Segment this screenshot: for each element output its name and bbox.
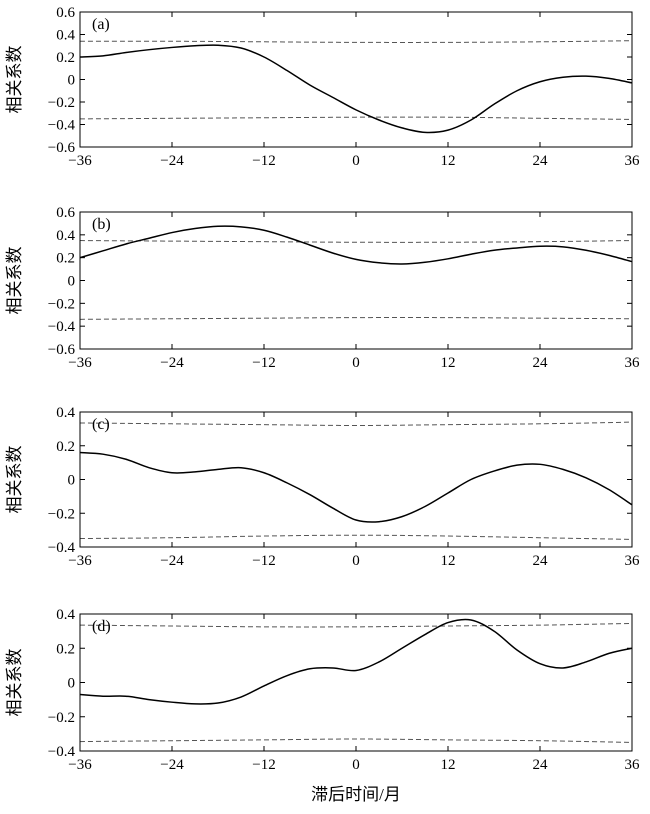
x-tick-label: 36 — [625, 757, 641, 773]
y-axis-label: 相关系数 — [5, 46, 24, 114]
lower-significance-line — [80, 738, 632, 743]
y-tick-label: 0.4 — [56, 405, 75, 421]
panel-annotation: (a) — [92, 16, 110, 33]
x-tick-label: −36 — [68, 553, 92, 569]
correlation-curve — [80, 225, 632, 265]
x-tick-label: 12 — [441, 355, 456, 371]
x-tick-label: 36 — [625, 355, 641, 371]
y-tick-label: −0.4 — [48, 744, 76, 760]
y-axis-label: 相关系数 — [5, 446, 24, 514]
y-tick-label: 0.2 — [56, 439, 75, 455]
y-tick-label: 0 — [68, 274, 76, 290]
plot-frame — [79, 411, 633, 548]
x-tick-label: −12 — [252, 153, 275, 169]
upper-significance-line — [80, 622, 632, 628]
y-tick-label: 0.2 — [56, 251, 75, 267]
lower-significance-line — [80, 116, 632, 120]
x-tick-label: 12 — [441, 153, 456, 169]
x-tick-label: −12 — [252, 553, 275, 569]
x-tick-label: −36 — [68, 153, 92, 169]
y-tick-label: −0.4 — [48, 118, 76, 134]
y-tick-label: −0.2 — [48, 710, 75, 726]
x-tick-label: 0 — [352, 757, 360, 773]
x-tick-label: 0 — [352, 553, 360, 569]
y-tick-label: 0.4 — [56, 228, 75, 244]
panel-annotation: (c) — [92, 416, 110, 433]
lower-significance-line — [80, 317, 632, 320]
x-tick-label: 24 — [533, 553, 549, 569]
panel-annotation: (d) — [92, 618, 111, 635]
x-tick-label: −36 — [68, 757, 92, 773]
panel-annotation: (b) — [92, 216, 111, 233]
y-tick-label: 0.4 — [56, 607, 75, 623]
plot-frame — [79, 211, 633, 350]
y-tick-label: 0.4 — [56, 28, 75, 44]
y-tick-label: −0.6 — [48, 140, 76, 156]
x-tick-label: −24 — [160, 757, 184, 773]
x-tick-label: 24 — [533, 355, 549, 371]
lower-significance-line — [80, 534, 632, 540]
upper-significance-line — [80, 421, 632, 427]
x-tick-label: 12 — [441, 553, 456, 569]
upper-significance-line — [80, 40, 632, 43]
y-tick-label: 0 — [68, 676, 76, 692]
x-tick-label: −24 — [160, 553, 184, 569]
panel-b: −36 −24 −12 0 12 24 36 0.6 0.4 0.2 0 −0.2 −0.4 −0.6 (b… — [5, 205, 640, 371]
x-tick-label: 12 — [441, 757, 456, 773]
y-axis-label: 相关系数 — [5, 649, 24, 717]
x-tick-label: 24 — [533, 757, 549, 773]
upper-significance-line — [80, 240, 632, 243]
x-tick-label: −24 — [160, 153, 184, 169]
x-tick-label: 0 — [352, 153, 360, 169]
y-tick-label: −0.4 — [48, 540, 76, 556]
y-tick-label: 0 — [68, 473, 76, 489]
y-tick-label: −0.2 — [48, 296, 75, 312]
x-tick-label: 24 — [533, 153, 549, 169]
panel-d: −36 −24 −12 0 12 24 36 0.4 0.2 0 −0.2 −0.4 (d) 相关系数滞后… — [5, 607, 640, 804]
x-axis-label: 滞后时间/月 — [311, 785, 401, 804]
y-tick-label: −0.4 — [48, 319, 76, 335]
y-tick-label: 0.6 — [56, 5, 75, 21]
x-tick-label: −12 — [252, 355, 275, 371]
y-tick-label: 0.6 — [56, 205, 75, 221]
x-tick-label: 36 — [625, 553, 641, 569]
y-tick-label: 0 — [68, 73, 76, 89]
x-tick-label: 0 — [352, 355, 360, 371]
y-axis-label: 相关系数 — [5, 247, 24, 315]
y-tick-label: 0.2 — [56, 50, 75, 66]
y-tick-label: −0.6 — [48, 342, 76, 358]
y-tick-label: −0.2 — [48, 506, 75, 522]
x-tick-label: −12 — [252, 757, 275, 773]
x-tick-label: −36 — [68, 355, 92, 371]
panel-c: −36 −24 −12 0 12 24 36 0.4 0.2 0 −0.2 −0.4 (c) 相关系数 — [5, 405, 640, 569]
x-tick-label: −24 — [160, 355, 184, 371]
y-tick-label: −0.2 — [48, 95, 75, 111]
y-tick-label: 0.2 — [56, 641, 75, 657]
correlation-curve — [80, 44, 632, 134]
panel-a: −36 −24 −12 0 12 24 36 0.6 0.4 0.2 0 −0.2 −0.4 −0.6 (a… — [5, 5, 640, 169]
x-tick-label: 36 — [625, 153, 641, 169]
correlation-curve — [80, 618, 632, 705]
correlation-curve — [80, 451, 632, 523]
plot-frame — [79, 613, 633, 752]
